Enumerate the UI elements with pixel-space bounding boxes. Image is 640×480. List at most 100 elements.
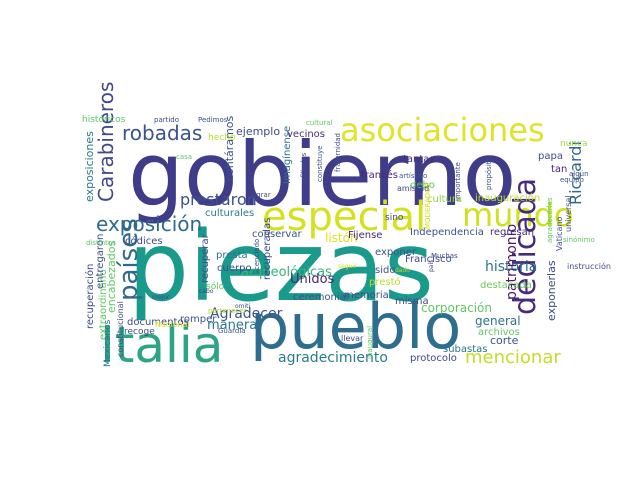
cloud-word: encabezados	[105, 240, 118, 313]
cloud-word: Vaticano	[555, 217, 564, 251]
cloud-word: licenciado	[253, 239, 261, 274]
cloud-word: amistad	[397, 184, 429, 193]
cloud-word: recuperar	[200, 233, 211, 283]
cloud-word: lograr	[250, 191, 271, 199]
cloud-word: históricos	[82, 114, 126, 125]
cloud-word: tan	[551, 164, 567, 175]
cloud-word: general	[475, 314, 521, 328]
cloud-word: mundo	[462, 196, 574, 234]
cloud-word: exposición	[96, 212, 202, 236]
cloud-word: papa	[538, 151, 563, 162]
cloud-word: Pedimos	[198, 116, 228, 124]
cloud-word: francés	[361, 169, 398, 181]
cloud-word: nunca	[560, 139, 588, 149]
cloud-word: sino	[385, 213, 404, 223]
cloud-word: constitucional	[116, 301, 125, 357]
cloud-word: omiti	[235, 303, 251, 310]
cloud-word: sinónimo	[563, 236, 595, 244]
cloud-word: pertenecer	[208, 307, 247, 315]
cloud-word: robadas	[122, 121, 202, 145]
cloud-word: prestó	[369, 276, 401, 288]
cloud-word: países	[114, 218, 144, 301]
cloud-word: conservar	[252, 229, 302, 240]
cloud-word: mejor	[152, 294, 170, 301]
cloud-word: Imagínense	[281, 126, 293, 184]
cloud-word: exposiciones	[83, 131, 96, 202]
cloud-word: importante	[454, 162, 462, 201]
cloud-word: culturales	[205, 208, 254, 219]
cloud-word: instrucción	[567, 261, 611, 271]
cloud-word: hecho	[208, 133, 236, 143]
cloud-word: tantas	[403, 154, 435, 165]
cloud-word: especial	[262, 194, 426, 240]
cloud-word: misma	[395, 296, 429, 307]
cloud-word: presta	[216, 250, 248, 261]
cloud-word: seguir	[338, 263, 357, 270]
cloud-word: cultural	[306, 119, 333, 127]
cloud-word: memoria	[344, 290, 389, 301]
cloud-word: Riccardi	[566, 141, 585, 205]
cloud-word: algún	[569, 170, 589, 178]
cloud-word: artístico	[399, 172, 427, 180]
cloud-word: Guardia	[218, 327, 246, 335]
cloud-word: Agradecer	[210, 306, 283, 322]
cloud-word: prestaron	[180, 190, 257, 209]
cloud-word: partido	[154, 116, 179, 124]
cloud-word: Italia	[100, 316, 223, 374]
cloud-word: inauguración	[475, 192, 540, 204]
cloud-word: agradecerles	[546, 197, 554, 243]
cloud-word: patrimonio	[504, 224, 520, 300]
cloud-word: llevar	[341, 334, 364, 343]
cloud-word: Carabineros	[94, 82, 118, 202]
cloud-word: distintos	[86, 239, 116, 247]
cloud-word: Fijense	[348, 230, 382, 241]
cloud-word: ceremonial	[293, 292, 349, 303]
cloud-word: entregaron	[95, 234, 106, 289]
cloud-word: Muchas	[431, 252, 458, 260]
cloud-word: contáramos	[223, 115, 236, 181]
cloud-word: regresan	[490, 227, 534, 238]
cloud-word: sido	[375, 265, 395, 276]
cloud-word: vecinos	[287, 129, 325, 140]
cloud-word: universal	[564, 195, 573, 232]
cloud-word: equipo	[560, 176, 584, 184]
cloud-word: propósito	[485, 157, 493, 190]
cloud-word: dedicada	[508, 178, 543, 315]
cloud-word: pueblo	[250, 290, 461, 363]
cloud-word: asociaciones	[340, 111, 545, 149]
cloud-word: cuerpo	[217, 263, 252, 274]
cloud-word: corte	[490, 334, 519, 347]
cloud-word: códices	[125, 235, 163, 247]
cloud-word: extraordinario	[98, 269, 109, 340]
cloud-word: debo	[410, 180, 435, 191]
cloud-word: sólo	[206, 281, 225, 292]
cloud-word: piezas	[128, 211, 434, 323]
cloud-word: dado	[395, 267, 410, 274]
cloud-word: exponerlas	[545, 260, 558, 321]
cloud-word: país	[428, 260, 435, 272]
cloud-word: arqueológicas	[241, 265, 332, 280]
cloud-word: constituye	[316, 145, 324, 182]
cloud-word: mencionar	[465, 347, 561, 368]
cloud-word: afiliados	[300, 152, 308, 182]
cloud-word: ejemplo	[236, 125, 280, 138]
cloud-word: recoge	[124, 327, 155, 337]
cloud-word: listón	[325, 231, 358, 245]
cloud-word: inaugural	[366, 326, 374, 359]
cloud-word: casa	[176, 153, 192, 161]
cloud-word: historia	[485, 259, 537, 275]
cloud-word: fraternidad	[334, 133, 342, 172]
cloud-word: agradecimiento	[278, 350, 388, 366]
cloud-word: documentos	[127, 317, 189, 328]
cloud-word: Mexicanos	[103, 319, 113, 367]
cloud-word: subastas	[443, 344, 488, 355]
cloud-word: recuperación	[84, 264, 96, 329]
cloud-word: Nacional	[155, 320, 190, 329]
cloud-word: MODERADOR	[424, 182, 432, 229]
cloud-word: archivos	[478, 327, 520, 338]
cloud-word: Francisco	[405, 254, 452, 265]
cloud-word: cultura	[427, 194, 462, 205]
cloud-word: corporación	[421, 301, 492, 315]
cloud-word: exponer	[375, 247, 417, 258]
